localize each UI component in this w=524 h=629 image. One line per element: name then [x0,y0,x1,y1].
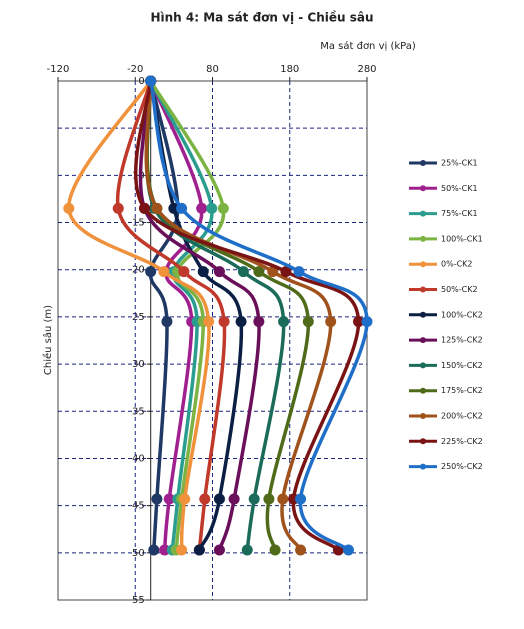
legend-marker [420,210,426,217]
y-tick-label: 25 [132,312,145,323]
data-point [342,544,354,556]
data-point [203,316,215,328]
legend-marker [420,311,426,318]
data-point [280,266,292,278]
data-point [176,544,188,556]
data-point [151,493,163,505]
y-tick-label: 30 [132,359,145,370]
x-tick-label: -120 [47,64,70,75]
data-point [361,316,373,328]
data-point [237,266,249,278]
data-point [263,493,275,505]
legend-marker [420,160,426,166]
y-tick-label: 40 [132,453,145,464]
data-point [159,544,171,556]
legend-marker [420,261,426,268]
data-point [168,202,180,214]
data-point [112,202,124,214]
data-point [217,202,229,214]
y-tick-label: 45 [132,501,145,512]
x-tick-label: 280 [357,64,376,75]
data-point [178,266,190,278]
data-point [353,316,365,328]
data-point [241,544,253,556]
legend-marker [420,235,426,242]
data-point [228,493,240,505]
data-point [269,544,281,556]
data-point [277,493,289,505]
x-axis-label: Ma sát đơn vị (kPa) [320,40,416,52]
legend-marker [420,185,426,192]
y-tick-label: 50 [132,548,145,559]
data-point [325,316,337,328]
y-tick-label: 55 [132,595,145,606]
legend-text: 150%-CK2 [441,361,483,370]
legend-text: 250%-CK2 [441,462,483,471]
legend-text: 75%-CK1 [441,209,478,218]
legend-text: 100%-CK1 [441,234,483,243]
legend-text: 0%-CK2 [441,260,473,269]
legend-text: 50%-CK2 [441,285,478,294]
data-point [158,266,170,278]
data-point [139,202,151,214]
legend-marker [420,438,426,445]
data-point [193,544,205,556]
data-point [196,202,208,214]
legend-text: 125%-CK2 [441,336,483,345]
data-point [151,202,163,214]
legend-text: 225%-CK2 [441,437,483,446]
data-point [218,316,230,328]
legend-text: 25%-CK1 [441,159,478,168]
chart-title: Hình 4: Ma sát đơn vị - Chiều sâu [150,11,373,25]
legend-text: 200%-CK2 [441,412,483,421]
x-tick-label: 80 [206,64,219,75]
data-point [63,202,75,214]
legend-text: 50%-CK1 [441,184,478,193]
data-point [199,493,211,505]
series-line [148,79,180,552]
x-tick-label: 180 [280,64,299,75]
legend-marker [420,387,426,394]
legend-marker [420,362,426,369]
data-point [295,493,307,505]
data-point [295,544,307,556]
data-point [278,316,290,328]
data-point [253,266,265,278]
legend-marker [420,413,426,419]
legend-text: 175%-CK2 [441,386,483,395]
legend-marker [420,337,426,344]
data-point [145,75,157,87]
data-point [176,202,188,214]
data-point [302,316,314,328]
data-point [179,493,191,505]
data-point [197,266,209,278]
y-tick-label: 15 [132,218,145,229]
data-point [145,266,157,278]
y-axis-label: Chiều sâu (m) [42,305,54,375]
legend-text: 100%-CK2 [441,310,483,319]
legend-marker [420,286,426,293]
data-point [148,544,160,556]
data-point [253,316,265,328]
data-point [293,266,305,278]
data-point [161,316,173,328]
data-point [213,544,225,556]
data-point [267,266,279,278]
data-point [163,493,175,505]
y-tick-label: 35 [132,406,145,417]
x-tick-label: -20 [127,64,143,75]
y-tick-label: 20 [132,265,145,276]
data-point [213,266,225,278]
legend-marker [420,463,426,470]
data-point [248,493,260,505]
y-tick-label: 10 [132,170,145,181]
data-point [235,316,247,328]
y-tick-label: 0 [138,76,144,87]
data-point [206,202,218,214]
data-point [213,493,225,505]
